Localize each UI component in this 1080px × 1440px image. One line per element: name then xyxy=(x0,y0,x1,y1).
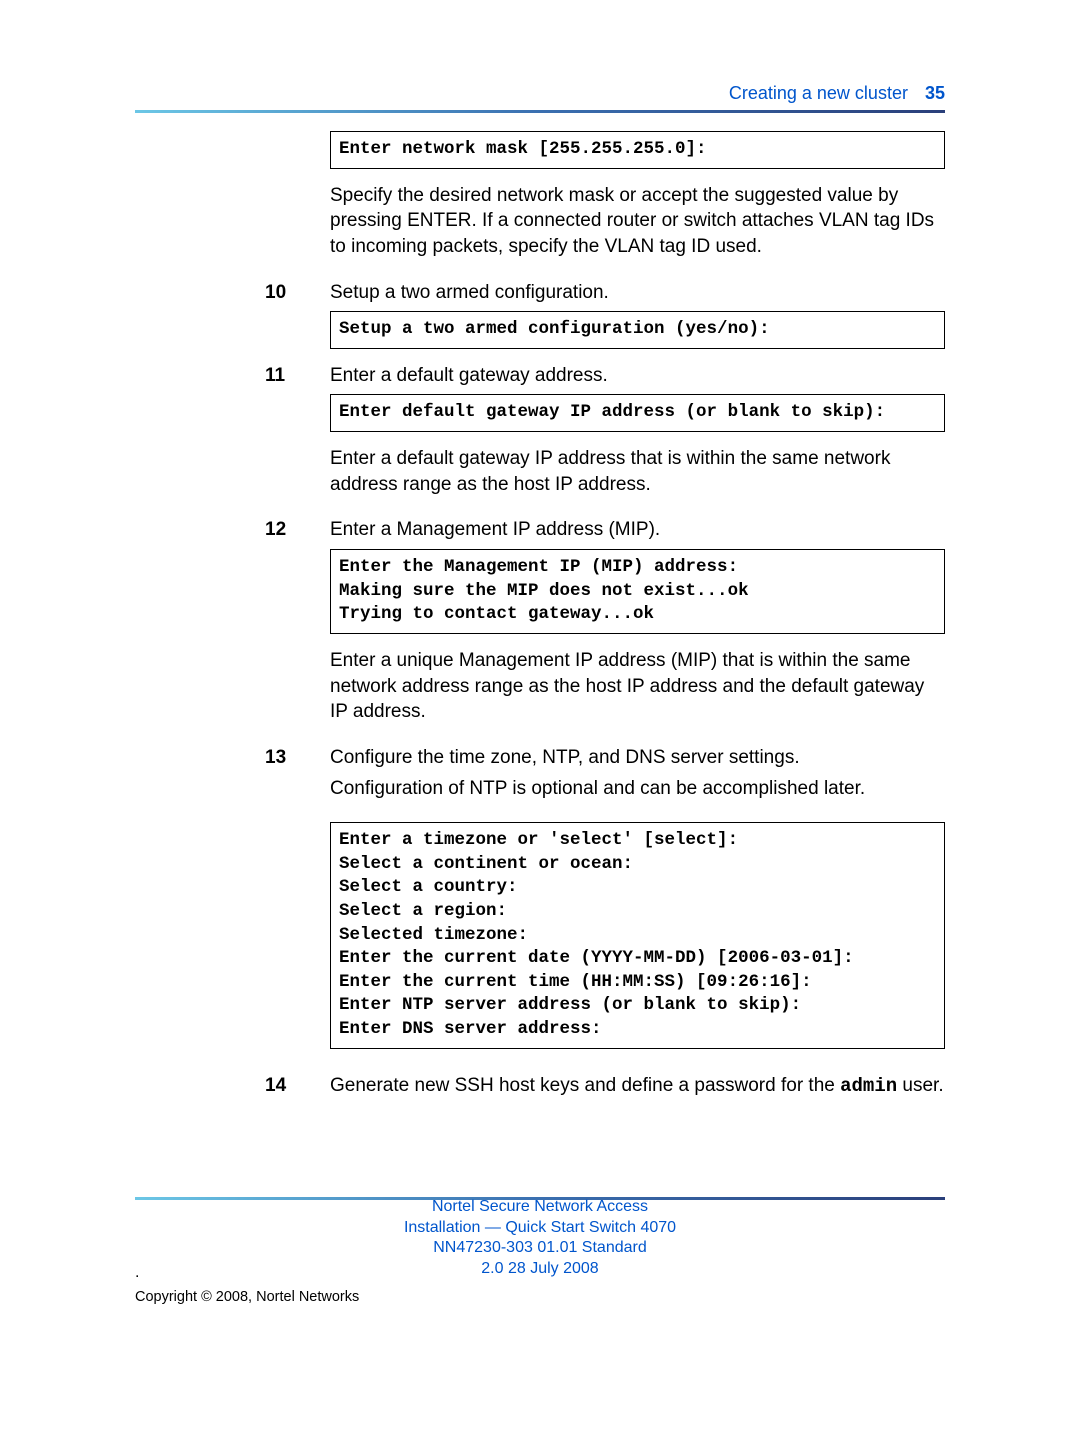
footer-line2: Installation — Quick Start Switch 4070 xyxy=(135,1218,945,1239)
footer-line3: NN47230-303 01.01 Standard xyxy=(135,1238,945,1259)
step-11: 11 Enter a default gateway address. xyxy=(135,363,945,389)
step14-post: user. xyxy=(897,1075,943,1096)
stray-period: . xyxy=(135,1264,139,1282)
step14-pre: Generate new SSH host keys and define a … xyxy=(330,1075,840,1096)
header-rule xyxy=(135,110,945,113)
step-text: Enter a default gateway address. xyxy=(330,363,945,389)
step-number: 12 xyxy=(135,519,330,541)
running-header: Creating a new cluster 35 xyxy=(135,83,945,104)
page-content: Enter network mask [255.255.255.0]: Spec… xyxy=(135,125,945,1140)
footer-line1: Nortel Secure Network Access xyxy=(135,1197,945,1218)
para-gateway: Enter a default gateway IP address that … xyxy=(330,446,945,497)
code-gateway: Enter default gateway IP address (or bla… xyxy=(330,394,945,432)
footer-line4: 2.0 28 July 2008 xyxy=(135,1259,945,1280)
step-10: 10 Setup a two armed configuration. xyxy=(135,280,945,306)
code-two-armed: Setup a two armed configuration (yes/no)… xyxy=(330,311,945,349)
step-text: Enter a Management IP address (MIP). xyxy=(330,517,945,543)
step-text: Configure the time zone, NTP, and DNS se… xyxy=(330,745,945,771)
admin-literal: admin xyxy=(840,1075,897,1097)
code-mip: Enter the Management IP (MIP) address: M… xyxy=(330,549,945,634)
copyright: Copyright © 2008, Nortel Networks xyxy=(135,1289,359,1305)
step-number: 10 xyxy=(135,282,330,304)
page-number: 35 xyxy=(925,83,945,103)
page-footer: Nortel Secure Network Access Installatio… xyxy=(135,1197,945,1280)
section-title: Creating a new cluster xyxy=(729,83,908,103)
step-number: 14 xyxy=(135,1075,330,1097)
para-ntp: Configuration of NTP is optional and can… xyxy=(330,776,945,802)
step-number: 13 xyxy=(135,747,330,769)
para-mip: Enter a unique Management IP address (MI… xyxy=(330,648,945,725)
code-timezone: Enter a timezone or 'select' [select]: S… xyxy=(330,822,945,1049)
para-netmask: Specify the desired network mask or acce… xyxy=(330,183,945,260)
step-14: 14 Generate new SSH host keys and define… xyxy=(135,1073,945,1100)
document-page: Creating a new cluster 35 Enter network … xyxy=(0,0,1080,1440)
code-netmask: Enter network mask [255.255.255.0]: xyxy=(330,131,945,169)
step-number: 11 xyxy=(135,365,330,387)
step-13: 13 Configure the time zone, NTP, and DNS… xyxy=(135,745,945,771)
step-text: Generate new SSH host keys and define a … xyxy=(330,1073,945,1100)
step-text: Setup a two armed configuration. xyxy=(330,280,945,306)
step-12: 12 Enter a Management IP address (MIP). xyxy=(135,517,945,543)
